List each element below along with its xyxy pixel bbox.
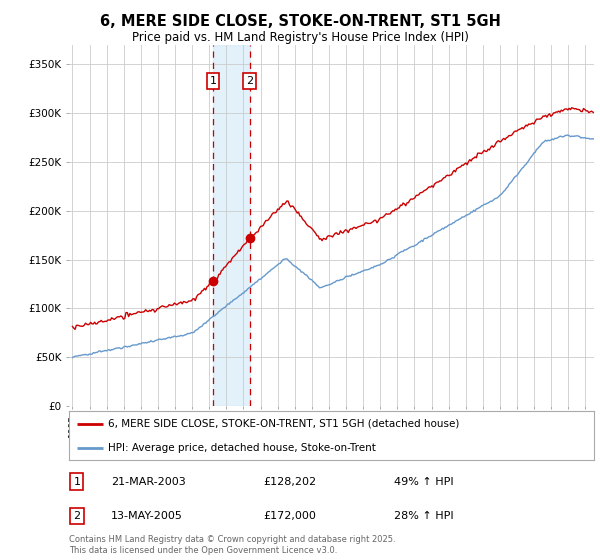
Text: Price paid vs. HM Land Registry's House Price Index (HPI): Price paid vs. HM Land Registry's House … xyxy=(131,31,469,44)
Text: 1: 1 xyxy=(73,477,80,487)
Text: 28% ↑ HPI: 28% ↑ HPI xyxy=(395,511,454,521)
Text: 6, MERE SIDE CLOSE, STOKE-ON-TRENT, ST1 5GH: 6, MERE SIDE CLOSE, STOKE-ON-TRENT, ST1 … xyxy=(100,14,500,29)
Text: HPI: Average price, detached house, Stoke-on-Trent: HPI: Average price, detached house, Stok… xyxy=(109,442,376,452)
Text: £172,000: £172,000 xyxy=(263,511,316,521)
Text: 6, MERE SIDE CLOSE, STOKE-ON-TRENT, ST1 5GH (detached house): 6, MERE SIDE CLOSE, STOKE-ON-TRENT, ST1 … xyxy=(109,419,460,429)
Text: Contains HM Land Registry data © Crown copyright and database right 2025.
This d: Contains HM Land Registry data © Crown c… xyxy=(69,535,395,555)
Bar xyxy=(213,45,250,406)
Text: 2: 2 xyxy=(246,76,253,86)
Text: 2: 2 xyxy=(73,511,80,521)
Text: 21-MAR-2003: 21-MAR-2003 xyxy=(111,477,186,487)
Text: 13-MAY-2005: 13-MAY-2005 xyxy=(111,511,183,521)
Text: £128,202: £128,202 xyxy=(263,477,316,487)
Text: 49% ↑ HPI: 49% ↑ HPI xyxy=(395,477,454,487)
Text: 1: 1 xyxy=(209,76,217,86)
